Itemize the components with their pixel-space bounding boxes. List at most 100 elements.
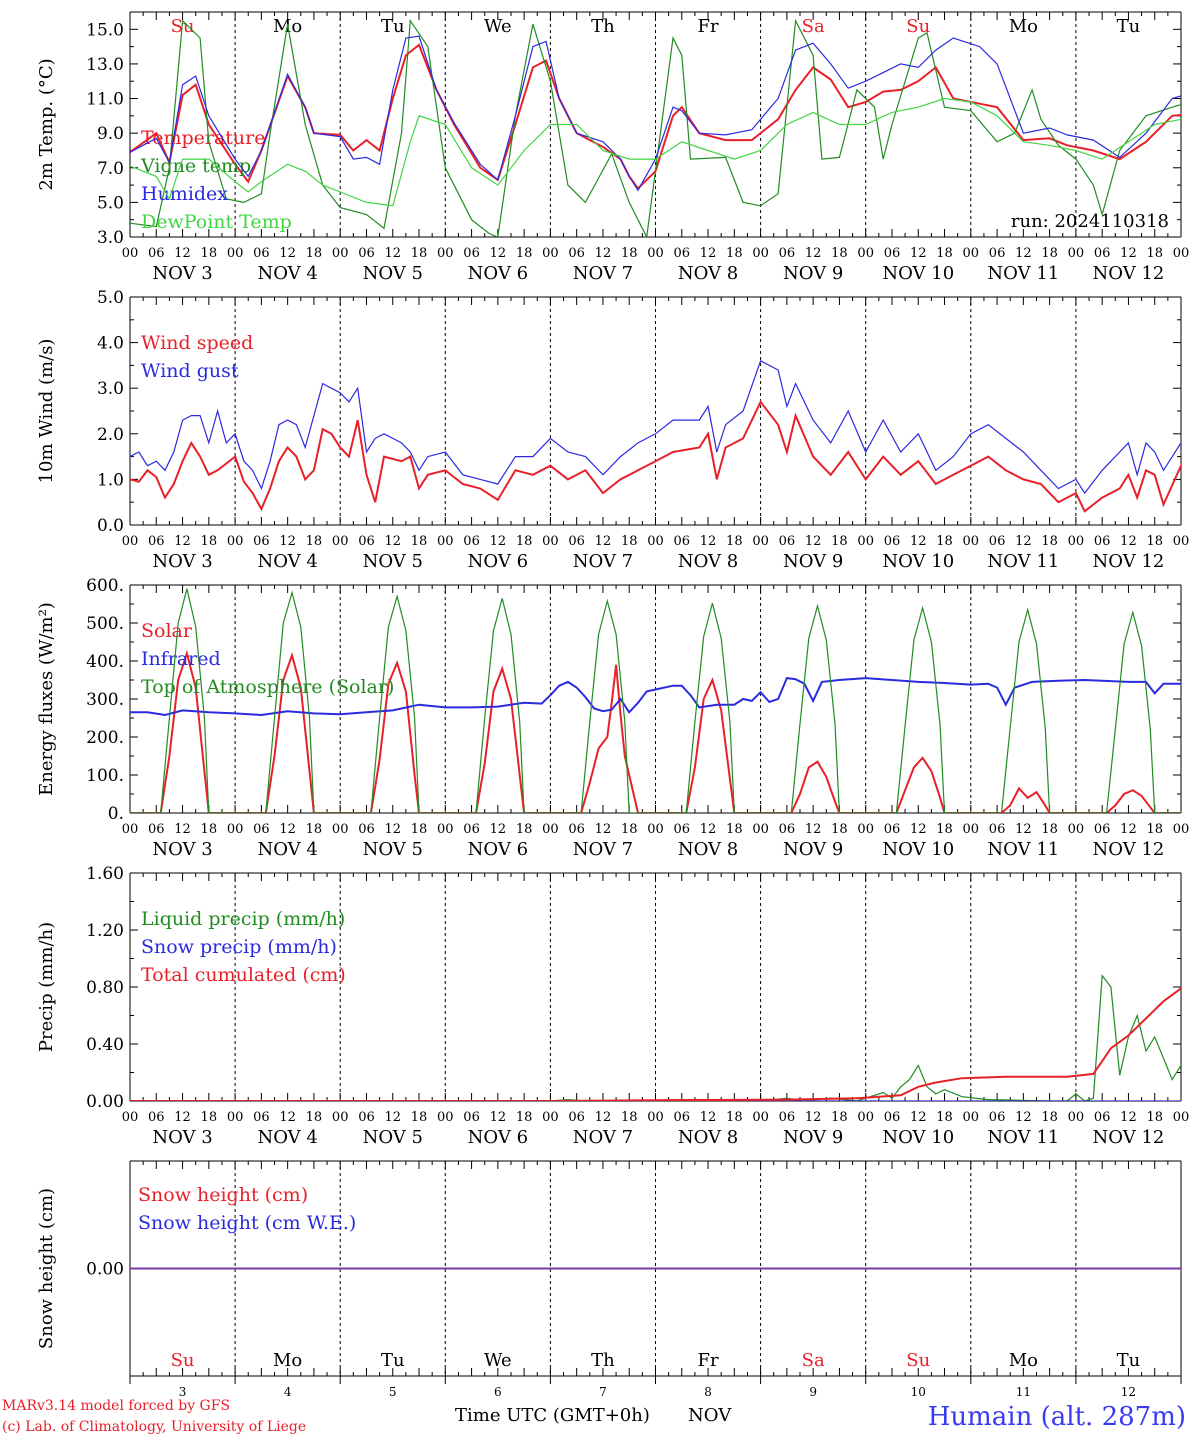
legend-entry: Wind gust (141, 360, 239, 382)
date-label: NOV 12 (1093, 839, 1165, 860)
hour-tick-label: 12 (1015, 246, 1032, 261)
hour-tick-label: 12 (174, 1110, 191, 1125)
y-tick-label: 100. (86, 766, 124, 786)
hour-tick-label: 12 (1120, 1110, 1137, 1125)
hour-tick-label: 00 (1068, 534, 1085, 549)
series-line-wind-speed (130, 399, 1181, 513)
copyright-credit: (c) Lab. of Climatology, University of L… (2, 1419, 307, 1435)
date-label: NOV 10 (882, 839, 954, 860)
hour-tick-label: 12 (1120, 534, 1137, 549)
panel-5: 0.00 Snow height (cm) Su Mo Tu We Th Fr Sa Su Mo Tu… (36, 1160, 1182, 1399)
hour-tick-label: 12 (805, 246, 822, 261)
panel-1: 3.0 5.0 7.0 9.0 11.0 13.0 15.0 2m Temp. (°C) 00 0… (36, 11, 1189, 284)
bottom-day-number: 12 (1121, 1385, 1136, 1399)
hour-tick-label: 12 (384, 1110, 401, 1125)
date-label: NOV 3 (152, 263, 212, 284)
hour-tick-label: 06 (253, 246, 270, 261)
hour-tick-label: 18 (831, 1110, 848, 1125)
y-tick-label: 1.20 (86, 921, 124, 941)
hour-tick-label: 00 (1068, 822, 1085, 837)
hour-tick-label: 18 (831, 246, 848, 261)
hour-tick-label: 12 (279, 1110, 296, 1125)
hour-tick-label: 12 (910, 534, 927, 549)
series-line-infrared (130, 677, 1181, 717)
weekday-label: Tu (1117, 1350, 1141, 1371)
y-tick-label: 0.00 (86, 1092, 124, 1112)
hour-tick-label: 18 (726, 1110, 743, 1125)
hour-tick-label: 00 (752, 246, 769, 261)
hour-tick-label: 12 (1120, 822, 1137, 837)
date-label: NOV 11 (987, 839, 1059, 860)
hour-tick-label: 06 (884, 1110, 901, 1125)
date-label: NOV 8 (678, 839, 738, 860)
hour-tick-label: 06 (674, 534, 691, 549)
y-tick-label: 200. (86, 728, 124, 748)
hour-tick-label: 18 (201, 822, 218, 837)
date-label: NOV 7 (573, 551, 633, 572)
bottom-day-number: 8 (704, 1385, 712, 1399)
hour-tick-label: 18 (411, 246, 428, 261)
y-tick-label: 2.0 (97, 425, 124, 445)
hour-tick-label: 12 (384, 534, 401, 549)
date-label: NOV 5 (363, 1127, 423, 1148)
weekday-label: We (484, 1350, 512, 1371)
weekday-label: Mo (273, 1350, 302, 1371)
hour-tick-label: 12 (384, 822, 401, 837)
hour-tick-label: 06 (989, 822, 1006, 837)
y-tick-label: 9.0 (97, 124, 124, 144)
legend-entry: Total cumulated (cm) (141, 964, 346, 986)
hour-tick-label: 00 (227, 246, 244, 261)
date-label: NOV 8 (678, 551, 738, 572)
station-name: Humain (alt. 287m) (927, 1402, 1186, 1432)
hour-tick-label: 06 (884, 534, 901, 549)
x-axis-unit: NOV (688, 1405, 732, 1426)
date-label: NOV 12 (1093, 263, 1165, 284)
date-label: NOV 11 (987, 1127, 1059, 1148)
hour-tick-label: 06 (674, 246, 691, 261)
hour-tick-label: 00 (332, 822, 349, 837)
bottom-day-number: 10 (911, 1385, 926, 1399)
hour-tick-label: 06 (779, 246, 796, 261)
hour-tick-label: 06 (989, 534, 1006, 549)
date-label: NOV 6 (468, 839, 528, 860)
weekday-label: Su (906, 1350, 930, 1371)
bottom-day-number: 11 (1016, 1385, 1031, 1399)
hour-tick-label: 00 (542, 534, 559, 549)
hour-tick-label: 00 (647, 1110, 664, 1125)
hour-tick-label: 06 (148, 1110, 165, 1125)
hour-tick-label: 18 (1041, 246, 1058, 261)
legend-entry: Wind speed (141, 332, 253, 354)
hour-tick-label: 12 (490, 534, 507, 549)
legend-entry: Solar (141, 620, 193, 642)
hour-tick-label: 12 (805, 1110, 822, 1125)
y-axis-label: 2m Temp. (°C) (36, 58, 57, 190)
date-label: NOV 8 (678, 1127, 738, 1148)
series-line-total-cumulated-cm (130, 987, 1181, 1101)
date-label: NOV 3 (152, 1127, 212, 1148)
weekday-label: Sa (802, 16, 825, 37)
hour-tick-label: 00 (542, 822, 559, 837)
hour-tick-label: 06 (568, 534, 585, 549)
date-label: NOV 9 (783, 839, 843, 860)
hour-tick-label: 06 (1094, 822, 1111, 837)
hour-tick-label: 18 (1041, 1110, 1058, 1125)
date-label: NOV 5 (363, 263, 423, 284)
bottom-day-number: 7 (599, 1385, 607, 1399)
legend-entry: Snow height (cm W.E.) (138, 1212, 356, 1234)
y-tick-label: 0.0 (97, 516, 124, 536)
y-tick-label: 300. (86, 690, 124, 710)
hour-tick-label: 18 (1146, 822, 1163, 837)
hour-tick-label: 00 (752, 534, 769, 549)
hour-tick-label: 06 (1094, 1110, 1111, 1125)
hour-tick-label: 00 (122, 822, 139, 837)
hour-tick-label: 00 (542, 246, 559, 261)
date-label: NOV 4 (257, 263, 317, 284)
y-axis-label: Snow height (cm) (36, 1188, 57, 1349)
weekday-label: Su (906, 16, 930, 37)
hour-tick-label: 18 (621, 534, 638, 549)
date-label: NOV 10 (882, 263, 954, 284)
hour-tick-label: 06 (779, 1110, 796, 1125)
hour-tick-label: 00 (437, 246, 454, 261)
y-tick-label: 0.80 (86, 978, 124, 998)
hour-tick-label: 18 (936, 246, 953, 261)
